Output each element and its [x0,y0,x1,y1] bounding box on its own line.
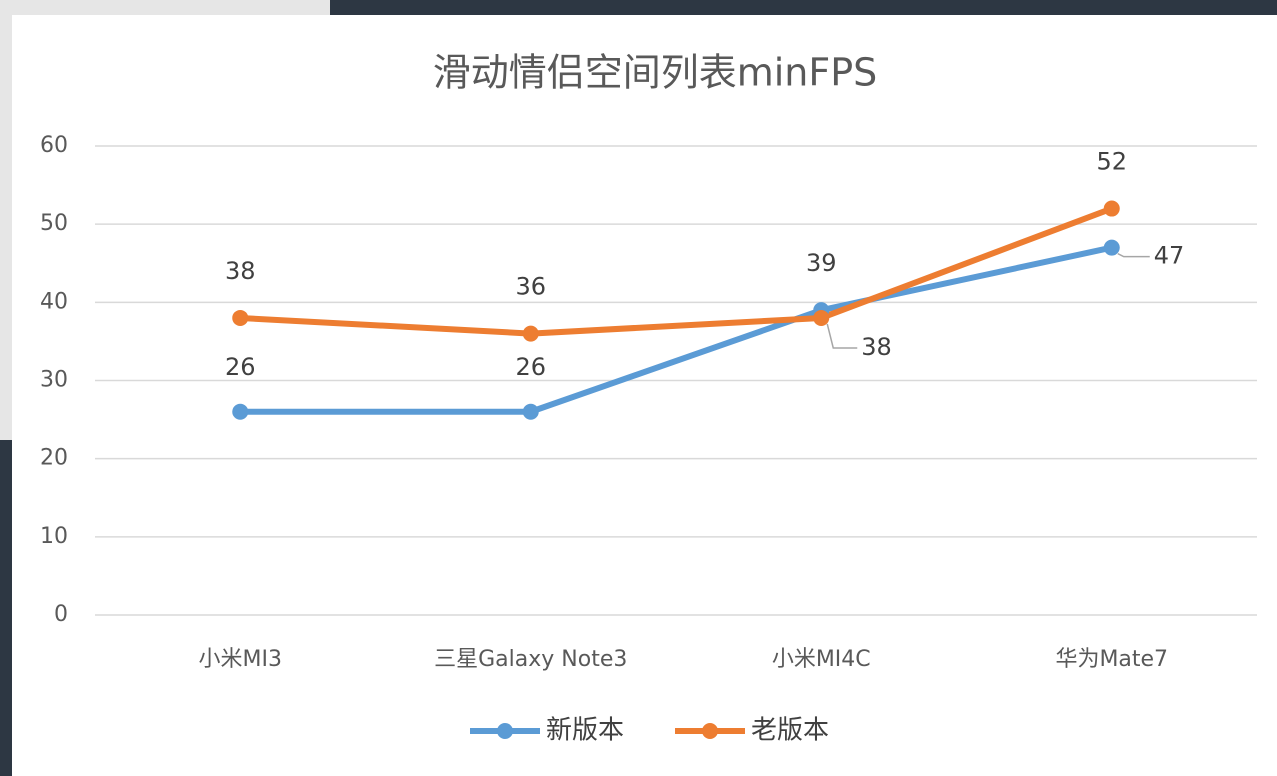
leader-line [1117,252,1150,258]
data-label: 38 [225,257,256,285]
y-tick-label: 60 [40,133,68,158]
legend-marker [702,723,718,739]
leader-line [826,323,858,349]
point [232,403,249,420]
y-tick-label: 50 [40,211,68,236]
data-label: 26 [515,353,546,381]
y-tick-label: 30 [40,368,68,393]
y-tick-label: 10 [40,524,68,549]
y-tick-label: 20 [40,446,68,471]
y-tick-label: 0 [54,602,68,627]
point [522,403,539,420]
y-tick-label: 40 [40,289,68,314]
point [1103,200,1120,217]
x-tick-label: 小米MI3 [199,647,282,672]
chart-area [12,15,1277,776]
point [1103,239,1120,256]
data-label: 38 [861,333,892,361]
legend-label: 老版本 [751,716,829,746]
point [522,325,539,342]
legend-label: 新版本 [546,716,624,746]
data-label: 39 [806,249,837,277]
series-line [240,205,1113,337]
data-label: 26 [225,353,256,381]
point [232,309,249,326]
chart-title: 滑动情侣空间列表minFPS [433,51,878,95]
data-label: 52 [1096,148,1127,176]
x-tick-label: 小米MI4C [772,647,871,672]
x-tick-label: 华为Mate7 [1055,647,1168,672]
series-line [240,244,1113,415]
legend-marker [497,723,513,739]
data-label: 47 [1154,242,1185,270]
point [813,309,830,326]
x-tick-label: 三星Galaxy Note3 [434,647,627,672]
data-label: 36 [515,273,546,301]
